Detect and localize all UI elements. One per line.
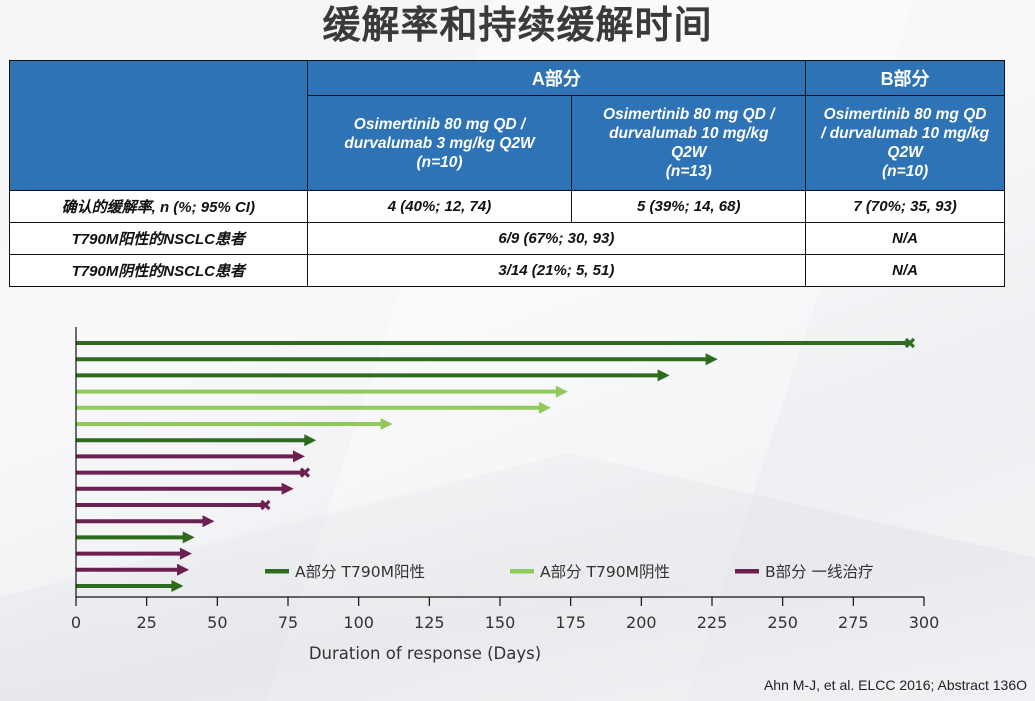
response-bar — [76, 467, 311, 478]
table-cell: N/A — [805, 222, 1005, 255]
arrow-icon — [292, 450, 305, 463]
arm-n: (n=10) — [416, 153, 463, 171]
arrow-icon — [657, 369, 670, 382]
legend-swatch — [510, 569, 534, 574]
response-bar — [76, 418, 393, 430]
header-empty-cell — [9, 60, 308, 191]
response-bar — [76, 401, 551, 414]
table-cell: 3/14 (21%; 5, 51) — [306, 254, 807, 287]
legend-item: A部分 T790M阳性 — [265, 563, 425, 581]
x-tick-label: 0 — [71, 613, 81, 632]
response-bar — [76, 337, 915, 349]
arrow-icon — [705, 353, 718, 366]
legend-swatch — [265, 569, 289, 574]
x-tick-label: 200 — [626, 613, 657, 632]
x-tick-label: 175 — [555, 613, 586, 632]
legend-label: B部分 一线治疗 — [765, 563, 874, 581]
header-part-b: B部分 — [805, 60, 1005, 96]
table-cell: 5 (39%; 14, 68) — [571, 190, 807, 223]
x-marker-icon — [299, 467, 311, 478]
arrow-icon — [304, 434, 317, 447]
arrow-icon — [380, 418, 393, 430]
arrow-icon — [171, 580, 184, 592]
x-tick-label: 125 — [414, 613, 445, 632]
table-header-row: A部分 B部分 — [9, 60, 1005, 191]
legend-label: A部分 T790M阳性 — [295, 563, 425, 581]
arrow-icon — [281, 482, 294, 495]
table-cell: N/A — [805, 254, 1005, 287]
x-tick-label: 275 — [838, 613, 869, 632]
row-label: 确认的缓解率, n (%; 95% CI) — [9, 190, 308, 223]
legend-item: B部分 一线治疗 — [735, 563, 874, 581]
response-bar — [76, 563, 190, 576]
x-tick-label: 100 — [343, 613, 374, 632]
response-bar — [76, 515, 215, 528]
x-tick-label: 25 — [136, 613, 156, 632]
arm-line: Osimertinib 80 mg QD — [823, 106, 987, 123]
table-arm-row: Osimertinib 80 mg QD / durvalumab 3 mg/k… — [10, 95, 1005, 191]
table-row: T790M阴性的NSCLC患者 3/14 (21%; 5, 51) N/A — [9, 254, 1005, 287]
arrow-icon — [177, 563, 190, 576]
arm-line: Q2W — [887, 144, 923, 161]
row-label: T790M阴性的NSCLC患者 — [9, 254, 308, 287]
x-tick-label: 75 — [278, 613, 298, 632]
response-table: A部分 B部分 Osimertinib 80 mg QD / durvaluma… — [9, 60, 1005, 287]
arrow-icon — [182, 531, 195, 544]
legend: A部分 T790M阳性 A部分 T790M阴性 B部分 一线治疗 — [265, 563, 874, 581]
header-arm: Osimertinib 80 mg QD / durvalumab 10 mg/… — [805, 95, 1005, 191]
x-tick-label: 300 — [909, 613, 940, 632]
arrow-icon — [179, 547, 192, 560]
header-part-a: A部分 — [306, 60, 807, 96]
arm-line: durvalumab 10 mg/kg — [609, 125, 769, 142]
legend-swatch — [735, 569, 759, 574]
arrow-icon — [202, 515, 215, 528]
response-bar — [76, 434, 317, 447]
response-bar — [76, 353, 718, 366]
header-arm: Osimertinib 80 mg QD / durvalumab 10 mg/… — [571, 95, 807, 191]
response-bar — [76, 369, 670, 382]
table-row: 确认的缓解率, n (%; 95% CI) 4 (40%; 12, 74) 5 … — [9, 190, 1005, 223]
citation: Ahn M-J, et al. ELCC 2016; Abstract 136O — [763, 677, 1027, 693]
x-tick-label: 250 — [767, 613, 798, 632]
response-bar — [76, 385, 568, 398]
header-arm: Osimertinib 80 mg QD / durvalumab 3 mg/k… — [306, 95, 573, 191]
arm-line: / durvalumab 10 mg/kg — [821, 125, 990, 142]
x-tick-label: 150 — [485, 613, 516, 632]
duration-of-response-chart: 0 25 50 75 100 125 150 175 200 225 250 275 300 Durat… — [71, 327, 939, 663]
table-cell: 4 (40%; 12, 74) — [306, 190, 573, 223]
table-row: T790M阳性的NSCLC患者 6/9 (67%; 30, 93) N/A — [9, 222, 1005, 255]
slide-title: 缓解率和持续缓解时间 — [322, 3, 713, 47]
x-tick-label: 50 — [207, 613, 227, 632]
x-axis-title: Duration of response (Days) — [309, 644, 541, 663]
response-bar — [76, 580, 184, 592]
arm-line: durvalumab 3 mg/kg Q2W — [344, 134, 535, 152]
response-bar — [76, 547, 192, 560]
arm-n: (n=10) — [882, 163, 929, 180]
arm-line: Osimertinib 80 mg QD / — [603, 106, 775, 123]
legend-item: A部分 T790M阴性 — [510, 563, 670, 581]
arm-line: Osimertinib 80 mg QD / — [353, 115, 526, 133]
response-bar — [76, 482, 294, 495]
x-tick-label: 225 — [697, 613, 728, 632]
x-ticks: 0 25 50 75 100 125 150 175 200 225 250 275 300 — [71, 597, 939, 632]
table-cell: 7 (70%; 35, 93) — [805, 190, 1005, 223]
arm-n: (n=13) — [665, 163, 712, 180]
legend-label: A部分 T790M阴性 — [540, 563, 670, 581]
table-cell: 6/9 (67%; 30, 93) — [306, 222, 807, 255]
response-bar — [76, 531, 195, 544]
arrow-icon — [538, 401, 551, 414]
arm-line: Q2W — [671, 144, 707, 161]
bars-layer — [76, 337, 915, 592]
response-bar — [76, 499, 271, 511]
x-marker-icon — [260, 499, 271, 511]
arrow-icon — [555, 385, 568, 398]
response-bar — [76, 450, 305, 463]
row-label: T790M阳性的NSCLC患者 — [9, 222, 308, 255]
x-marker-icon — [904, 337, 915, 349]
